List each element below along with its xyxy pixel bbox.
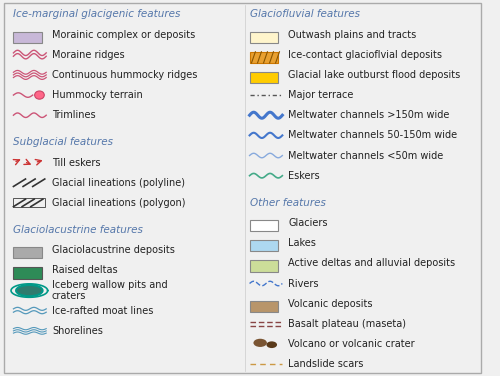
Text: Hummocky terrain: Hummocky terrain — [52, 90, 142, 100]
Text: Ice-contact glacioflvial deposits: Ice-contact glacioflvial deposits — [288, 50, 442, 60]
Text: Glacial lineations (polygon): Glacial lineations (polygon) — [52, 198, 186, 208]
Text: Other features: Other features — [250, 198, 326, 208]
Text: Iceberg wallow pits and
craters: Iceberg wallow pits and craters — [52, 280, 168, 301]
Text: Glaciofluvial features: Glaciofluvial features — [250, 9, 360, 20]
Text: Ice-rafted moat lines: Ice-rafted moat lines — [52, 306, 154, 316]
Text: Glaciers: Glaciers — [288, 218, 328, 228]
Text: Volcanic deposits: Volcanic deposits — [288, 299, 372, 309]
Bar — [250, 72, 278, 83]
Bar — [14, 247, 42, 258]
Bar — [14, 267, 42, 279]
Ellipse shape — [16, 285, 42, 296]
Text: Glacial lineations (polyline): Glacial lineations (polyline) — [52, 178, 185, 188]
Ellipse shape — [254, 339, 267, 347]
Text: Shorelines: Shorelines — [52, 326, 103, 336]
Text: Morainic complex or deposits: Morainic complex or deposits — [52, 30, 195, 39]
Text: Meltwater channels <50m wide: Meltwater channels <50m wide — [288, 150, 444, 161]
Text: Lakes: Lakes — [288, 238, 316, 248]
Bar — [14, 199, 45, 208]
Bar — [250, 301, 278, 312]
Bar — [250, 220, 278, 231]
Text: Basalt plateau (maseta): Basalt plateau (maseta) — [288, 319, 406, 329]
Text: Trimlines: Trimlines — [52, 110, 96, 120]
Text: Ice-marginal glacigenic features: Ice-marginal glacigenic features — [14, 9, 181, 20]
FancyBboxPatch shape — [4, 3, 481, 373]
Text: Meltwater channels 50-150m wide: Meltwater channels 50-150m wide — [288, 130, 458, 140]
Text: Till eskers: Till eskers — [52, 158, 100, 168]
Bar — [250, 240, 278, 252]
Text: Glaciolacustrine features: Glaciolacustrine features — [14, 225, 143, 235]
Text: Rivers: Rivers — [288, 279, 318, 288]
Text: Volcano or volcanic crater: Volcano or volcanic crater — [288, 339, 415, 349]
Ellipse shape — [34, 91, 44, 99]
Text: Active deltas and alluvial deposits: Active deltas and alluvial deposits — [288, 258, 456, 268]
Text: Glaciolacustrine deposits: Glaciolacustrine deposits — [52, 245, 175, 255]
Text: Glacial lake outburst flood deposits: Glacial lake outburst flood deposits — [288, 70, 460, 80]
Ellipse shape — [266, 341, 277, 348]
Text: Subglacial features: Subglacial features — [14, 138, 114, 147]
Text: Major terrace: Major terrace — [288, 90, 354, 100]
Text: Raised deltas: Raised deltas — [52, 265, 118, 275]
Text: Eskers: Eskers — [288, 171, 320, 181]
Bar — [250, 52, 278, 63]
Text: Meltwater channels >150m wide: Meltwater channels >150m wide — [288, 110, 450, 120]
Text: Outwash plains and tracts: Outwash plains and tracts — [288, 30, 416, 39]
Bar — [250, 32, 278, 43]
Bar — [14, 32, 42, 43]
Text: Moraine ridges: Moraine ridges — [52, 50, 125, 60]
Text: Continuous hummocky ridges: Continuous hummocky ridges — [52, 70, 198, 80]
Bar — [250, 260, 278, 271]
Text: Landslide scars: Landslide scars — [288, 359, 364, 369]
